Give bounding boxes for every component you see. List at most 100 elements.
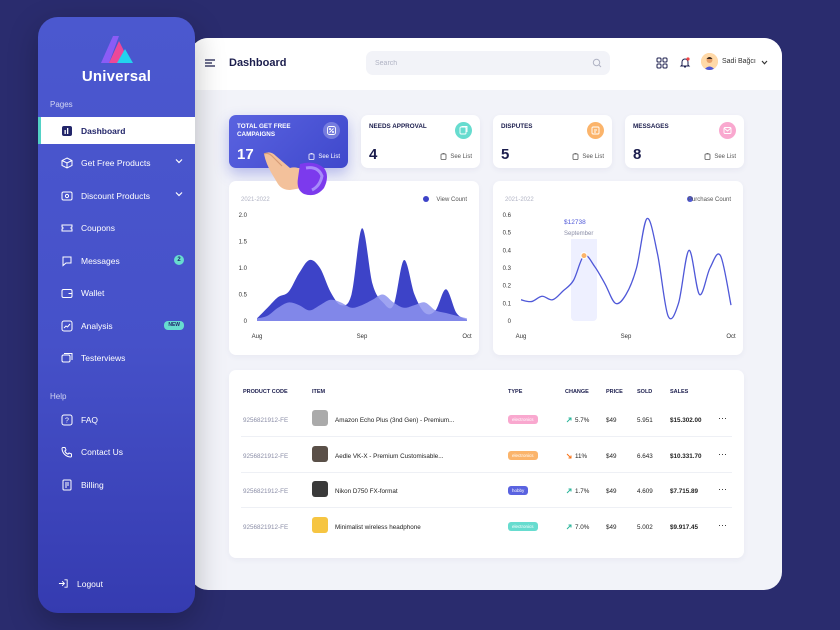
approval-icon	[455, 122, 472, 139]
stat-card-disputes[interactable]: DISPUTES 5 See List	[493, 115, 612, 168]
sidebar-item-get-free-products[interactable]: Get Free Products	[38, 149, 195, 176]
product-code: 9256821912-FE	[243, 523, 289, 531]
chevron-down-icon[interactable]	[175, 190, 183, 198]
see-list-link[interactable]: See List	[440, 153, 472, 160]
table-row[interactable]: 9256821912-FE Aedle VK-X - Premium Custom…	[229, 438, 744, 473]
sidebar-item-dashboard[interactable]: Dashboard	[38, 117, 195, 144]
svg-text:?: ?	[65, 417, 69, 424]
x-tick-label: Aug	[252, 334, 263, 340]
sidebar-item-label: Testerviews	[81, 352, 126, 363]
table-row[interactable]: 9256821912-FE Nikon D750 FX-format hobby 1.…	[229, 473, 744, 508]
product-name[interactable]: Aedle VK-X - Premium Customisable...	[335, 452, 444, 460]
sold-value: 6.643	[637, 452, 653, 460]
trend-up-icon	[566, 524, 572, 529]
column-header: ITEM	[312, 389, 326, 395]
more-options-icon[interactable]: ⋯	[718, 519, 728, 530]
purchase-count-chart: 2021-2022 Purchase Count 0.6 0.5 0.4 0.3 0.2 0.…	[503, 196, 736, 340]
see-list-label: See List	[582, 153, 604, 160]
sold-value: 5.951	[637, 417, 653, 424]
sidebar-item-label: Messages	[81, 255, 120, 266]
sidebar-item-label: Dashboard	[81, 125, 126, 136]
product-name[interactable]: Minimalist wireless headphone	[335, 523, 421, 531]
see-list-link[interactable]: See List	[308, 153, 340, 160]
sidebar-item-contact-us[interactable]: Contact Us	[38, 438, 195, 465]
sidebar-item-discount-products[interactable]: Discount Products	[38, 182, 195, 209]
stat-card-messages[interactable]: MESSAGES 8 See List	[625, 115, 744, 168]
chevron-down-icon[interactable]	[761, 60, 768, 65]
see-list-link[interactable]: See List	[572, 153, 604, 160]
top-bar: Dashboard Sadi Bağcı	[190, 38, 782, 90]
sidebar-item-wallet[interactable]: Wallet	[38, 279, 195, 306]
box-icon	[60, 156, 73, 169]
stat-card-free-campaigns[interactable]: TOTAL GET FREE CAMPAIGNS 17 See List	[229, 115, 348, 168]
percent-icon	[323, 122, 340, 139]
row-divider	[241, 507, 732, 508]
x-tick-label: Sep	[357, 334, 368, 340]
more-options-icon[interactable]: ⋯	[718, 448, 728, 459]
stat-title: NEEDS APPROVAL	[369, 123, 427, 130]
row-divider	[241, 471, 732, 473]
clipboard-icon	[704, 153, 711, 160]
legend-marker	[423, 196, 429, 202]
change-value: 1.7%	[575, 488, 590, 495]
tooltip-box	[558, 213, 610, 239]
see-list-link[interactable]: See List	[704, 153, 736, 160]
stat-value: 4	[369, 146, 378, 163]
sold-value: 5.002	[637, 523, 653, 531]
more-options-icon[interactable]: ⋯	[718, 484, 728, 494]
y-tick-label: 0.1	[503, 301, 512, 307]
legend-marker	[687, 196, 693, 202]
menu-icon[interactable]	[204, 58, 216, 68]
y-tick-label: 0	[244, 319, 248, 325]
more-options-icon[interactable]: ⋯	[718, 413, 728, 423]
dispute-icon	[587, 122, 604, 139]
chevron-down-icon[interactable]	[175, 157, 183, 165]
chat-icon	[60, 254, 73, 267]
avatar[interactable]	[701, 53, 718, 70]
stat-value: 8	[633, 146, 642, 163]
grid-icon[interactable]	[656, 57, 668, 69]
sales-value: $7.715.89	[670, 488, 699, 495]
sidebar-item-coupons[interactable]: Coupons	[38, 214, 195, 241]
change-value: 5.7%	[575, 417, 590, 424]
product-thumbnail	[312, 410, 328, 426]
sidebar-item-label: Coupons	[81, 222, 116, 233]
sidebar-item-faq[interactable]: ? FAQ	[38, 406, 195, 433]
products-table: PRODUCT CODE ITEM TYPE CHANGE PRICE SOLD…	[229, 370, 744, 558]
logo[interactable]: Universal	[38, 33, 195, 85]
logout-button[interactable]: Logout	[58, 578, 103, 589]
sidebar-item-analysis[interactable]: Analysis NEW	[38, 312, 195, 339]
tooltip-label: September	[564, 231, 593, 237]
see-list-label: See List	[450, 153, 472, 160]
stat-card-needs-approval[interactable]: NEEDS APPROVAL 4 See List	[361, 115, 480, 168]
area-series-0	[257, 228, 467, 321]
price-value: $49	[606, 417, 617, 424]
hover-highlight	[571, 221, 597, 321]
x-tick-label: Oct	[462, 334, 472, 340]
table-row[interactable]: 9256821912-FE Minimalist wireless headpho…	[229, 509, 744, 544]
y-tick-label: 0.4	[503, 248, 512, 254]
change-value: 11%	[575, 452, 588, 460]
clipboard-icon	[440, 153, 447, 160]
y-tick-label: 0.5	[239, 293, 248, 299]
y-tick-label: 0.3	[503, 266, 512, 272]
pages-section-label: Pages	[50, 100, 73, 109]
sidebar-item-testerviews[interactable]: Testerviews	[38, 344, 195, 371]
sidebar-item-messages[interactable]: Messages 2	[38, 247, 195, 274]
stat-title: MESSAGES	[633, 123, 669, 130]
sidebar: Universal Pages Dashboard Get Free Produ…	[38, 17, 195, 613]
new-badge: NEW	[164, 321, 184, 330]
search-input[interactable]	[366, 51, 610, 75]
product-name[interactable]: Nikon D750 FX-format	[335, 488, 398, 495]
user-name[interactable]: Sadi Bağcı	[722, 58, 756, 65]
reviews-icon	[60, 351, 73, 364]
phone-icon	[60, 445, 73, 458]
bell-icon[interactable]	[679, 56, 691, 69]
column-header: PRICE	[606, 389, 623, 395]
product-name[interactable]: Amazon Echo Plus (3nd Gen) - Premium...	[335, 417, 455, 424]
y-tick-label: 0	[508, 319, 512, 325]
clipboard-icon	[572, 153, 579, 160]
sidebar-item-billing[interactable]: Billing	[38, 471, 195, 498]
table-row[interactable]: 9256821912-FE Amazon Echo Plus (3nd Gen) …	[229, 402, 744, 437]
search-icon[interactable]	[592, 58, 602, 68]
